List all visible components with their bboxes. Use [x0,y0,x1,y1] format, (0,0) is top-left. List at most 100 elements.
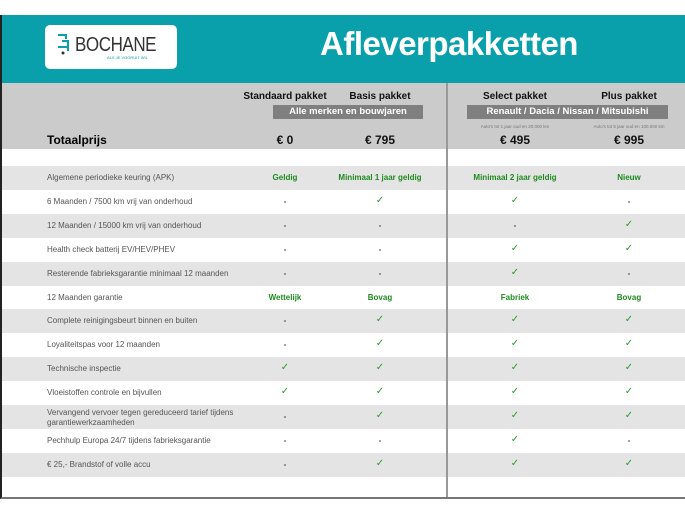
check-icon: ✓ [624,218,634,230]
dash-icon: - [283,412,287,421]
dash-icon: - [283,268,287,278]
dash-icon: - [513,220,517,230]
table-row: Vloeistoffen controle en bijvullen ✓ ✓ ✓ ✓ [2,381,685,405]
logo-text: BOCHANE [75,34,157,56]
check-icon: ✓ [510,314,520,326]
package-note: Auto's tot 1 jaar oud en 20.000 km [480,124,550,129]
check-icon: ✓ [624,314,634,326]
table-row: Algemene periodieke keuring (APK) Geldig M… [2,166,685,190]
dash-icon: - [378,244,382,254]
feature-label: Vloeistoffen controle en bijvullen [47,388,162,398]
check-icon: ✓ [280,386,290,398]
column-divider [446,83,448,497]
feature-value: Minimaal 1 jaar geldig [338,173,422,182]
dash-icon: - [378,268,382,278]
check-icon: ✓ [510,386,520,398]
package-name: Basis pakket [349,91,411,102]
check-icon: ✓ [624,338,634,350]
group-band-left: Alle merken en bouwjaren [273,105,423,119]
feature-label: Resterende fabrieksgarantie minimaal 12 … [47,268,229,278]
dash-icon: - [283,459,287,469]
feature-value: Bovag [616,292,642,302]
package-note: Auto's tot 5 jaar oud en 100.000 km [593,124,665,129]
table-row: Technische inspectie ✓ ✓ ✓ ✓ [2,357,685,382]
table-row: € 25,- Brandstof of volle accu - ✓ ✓ ✓ [2,452,685,477]
dash-icon: - [627,435,631,445]
check-icon: ✓ [375,362,385,374]
feature-label: 12 Maanden / 15000 km vrij van onderhoud [47,220,202,230]
check-icon: ✓ [510,266,520,278]
feature-label: Algemene periodieke keuring (APK) [47,173,175,182]
table-row: Pechhulp Europa 24/7 tijdens fabrieksgar… [2,429,685,453]
dash-icon: - [378,220,382,230]
check-icon: ✓ [375,194,385,206]
check-icon: ✓ [624,362,634,374]
check-icon: ✓ [510,410,520,421]
dash-icon: - [378,435,382,445]
feature-value: Wettelijk [268,292,302,302]
logo-mark-icon [58,34,69,55]
table-row: 12 Maanden / 15000 km vrij van onderhoud… [2,213,685,238]
dash-icon: - [283,220,287,230]
dash-icon: - [283,435,287,445]
table-row: Vervangend vervoer tegen gereduceerd tar… [2,405,685,429]
feature-label: Health check batterij EV/HEV/PHEV [47,244,176,254]
dash-icon: - [283,316,287,326]
feature-label: Loyaliteitspas voor 12 maanden [47,340,160,350]
feature-value: Bovag [367,292,393,302]
dash-icon: - [627,196,631,206]
group-band-right: Renault / Dacia / Nissan / Mitsubishi [467,105,668,119]
logo-tagline: ALS JE VOORUIT WIL [107,55,148,60]
package-price: € 495 [499,133,531,147]
dash-icon: - [283,244,287,254]
table-row: Resterende fabrieksgarantie minimaal 12 … [2,261,685,286]
table-row: 12 Maanden garantie Wettelijk Bovag Fabriek… [2,286,685,310]
table-row: 6 Maanden / 7500 km vrij van onderhoud - ✓… [2,190,685,214]
feature-value: Minimaal 2 jaar geldig [473,173,557,182]
table-row: Loyaliteitspas voor 12 maanden - ✓ ✓ ✓ [2,333,685,357]
table-row: Complete reinigingsbeurt binnen en buite… [2,309,685,334]
price-table: BOCHANE ALS JE VOORUIT WIL Afleverpakket… [0,15,685,499]
feature-label: Vervangend vervoer tegen gereduceerd tar… [47,408,234,427]
table-row: Health check batterij EV/HEV/PHEV - - ✓ ✓ [2,238,685,262]
package-name: Select pakket [483,91,547,102]
check-icon: ✓ [510,457,520,469]
feature-label: Technische inspectie [47,364,121,374]
check-icon: ✓ [510,433,520,445]
check-icon: ✓ [624,410,634,421]
package-name: Plus pakket [601,91,657,102]
check-icon: ✓ [510,242,520,254]
check-icon: ✓ [624,242,634,254]
check-icon: ✓ [624,386,634,398]
logo: BOCHANE ALS JE VOORUIT WIL [45,25,177,69]
check-icon: ✓ [375,386,385,398]
package-price: € 995 [613,133,645,147]
dash-icon: - [283,196,287,206]
feature-label: Pechhulp Europa 24/7 tijdens fabrieksgar… [47,435,211,445]
feature-value: Fabriek [500,292,530,302]
feature-label: Complete reinigingsbeurt binnen en buite… [47,316,198,326]
check-icon: ✓ [624,457,634,469]
check-icon: ✓ [510,194,520,206]
package-header: Standaard pakket Basis pakket Select pak… [2,83,685,149]
total-label: Totaalprijs [47,133,107,147]
package-name: Standaard pakket [243,91,327,102]
dash-icon: - [283,340,287,350]
check-icon: ✓ [510,362,520,374]
check-icon: ✓ [375,410,385,421]
package-price: € 795 [364,133,396,147]
feature-label: 6 Maanden / 7500 km vrij van onderhoud [47,196,193,206]
page-title: Afleverpakketten [320,25,578,62]
feature-value: Geldig [272,173,298,182]
check-icon: ✓ [375,314,385,326]
dash-icon: - [627,268,631,278]
check-icon: ✓ [280,362,290,374]
check-icon: ✓ [510,338,520,350]
package-price: € 0 [276,133,294,147]
feature-value: Nieuw [617,173,641,182]
check-icon: ✓ [375,338,385,350]
feature-label: 12 Maanden garantie [47,292,123,302]
feature-label: € 25,- Brandstof of volle accu [47,459,151,469]
check-icon: ✓ [375,457,385,469]
header-banner: BOCHANE ALS JE VOORUIT WIL Afleverpakket… [2,15,685,83]
